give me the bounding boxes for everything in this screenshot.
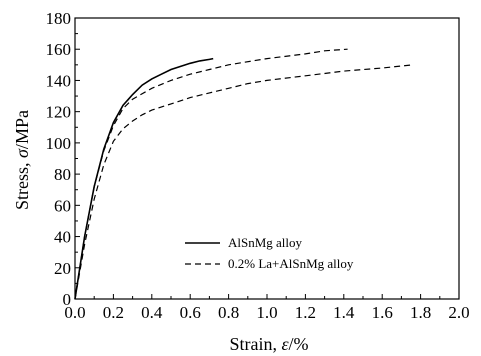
x-axis-label-symbol: ε xyxy=(281,334,289,354)
x-tick-label: 2.0 xyxy=(448,303,469,322)
x-tick-label: 0.6 xyxy=(180,303,201,322)
x-tick-label: 1.8 xyxy=(410,303,431,322)
x-tick-label: 0.8 xyxy=(218,303,239,322)
y-axis-label-symbol: σ xyxy=(12,148,32,158)
y-axis-label-suffix: /MPa xyxy=(12,110,32,149)
x-axis-label-prefix: Strain, xyxy=(229,334,281,354)
legend-label-2: 0.2% La+AlSnMg alloy xyxy=(228,256,354,271)
x-tick-label: 0.4 xyxy=(141,303,163,322)
x-tick-label: 0.0 xyxy=(64,303,85,322)
x-axis-ticks: 0.0 0.2 0.4 0.6 0.8 1.0 1.2 1.4 1.6 1.8 2.0 xyxy=(64,294,470,322)
x-tick-label: 1.4 xyxy=(333,303,355,322)
y-tick-label: 0 xyxy=(63,290,72,309)
y-tick-label: 40 xyxy=(54,228,71,247)
series-line-3 xyxy=(74,64,413,300)
y-axis-label: Stress, σ/MPa xyxy=(12,110,32,210)
series-layer xyxy=(74,48,413,300)
y-axis-ticks: 0 20 40 60 80 100 120 140 160 180 xyxy=(46,9,80,309)
x-axis-label-suffix: /% xyxy=(289,334,309,354)
y-tick-label: 20 xyxy=(54,259,71,278)
legend: AlSnMg alloy 0.2% La+AlSnMg alloy xyxy=(185,235,354,271)
x-tick-label: 1.6 xyxy=(372,303,393,322)
x-tick-label: 1.0 xyxy=(256,303,277,322)
y-tick-label: 80 xyxy=(54,165,71,184)
y-tick-label: 160 xyxy=(46,40,72,59)
x-tick-label: 0.2 xyxy=(103,303,124,322)
y-tick-label: 120 xyxy=(46,103,72,122)
legend-label-1: AlSnMg alloy xyxy=(228,235,303,250)
y-tick-label: 140 xyxy=(46,71,72,90)
y-tick-label: 100 xyxy=(46,134,72,153)
x-tick-label: 1.2 xyxy=(295,303,316,322)
x-axis-label: Strain, ε/% xyxy=(229,334,308,354)
y-tick-label: 180 xyxy=(46,9,72,28)
series-line-2 xyxy=(74,48,348,300)
y-tick-label: 60 xyxy=(54,196,71,215)
y-axis-label-prefix: Stress, xyxy=(12,158,32,210)
